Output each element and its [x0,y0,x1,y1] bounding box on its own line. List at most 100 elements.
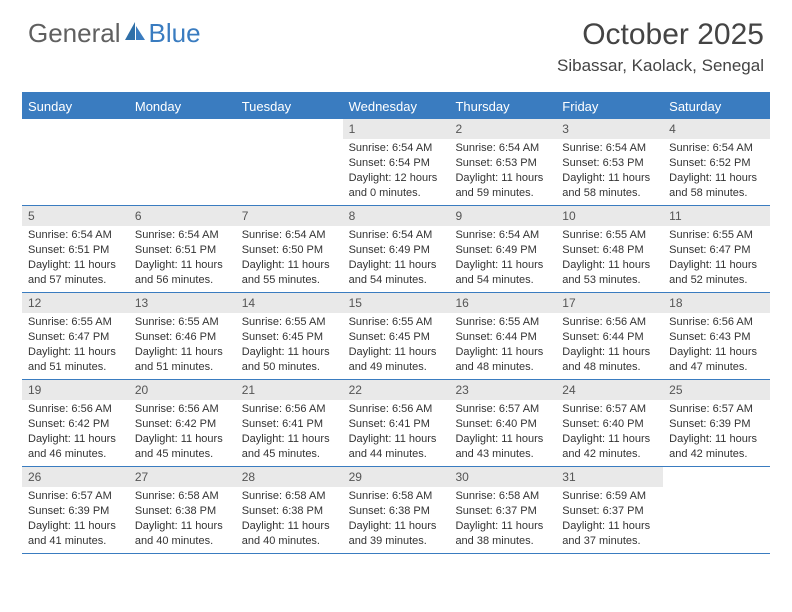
daylight-line-1: Daylight: 11 hours [28,432,123,447]
daylight-line-1: Daylight: 11 hours [28,345,123,360]
daylight-line-2: and 39 minutes. [349,534,444,549]
day-cell: 5Sunrise: 6:54 AMSunset: 6:51 PMDaylight… [22,206,129,292]
sunset-line: Sunset: 6:42 PM [28,417,123,432]
sunset-line: Sunset: 6:45 PM [242,330,337,345]
daylight-line-1: Daylight: 11 hours [135,345,230,360]
week-row: 1Sunrise: 6:54 AMSunset: 6:54 PMDaylight… [22,119,770,206]
sunrise-line: Sunrise: 6:58 AM [349,489,444,504]
day-body: Sunrise: 6:54 AMSunset: 6:49 PMDaylight:… [343,226,450,291]
sunset-line: Sunset: 6:50 PM [242,243,337,258]
day-cell: 7Sunrise: 6:54 AMSunset: 6:50 PMDaylight… [236,206,343,292]
daylight-line-1: Daylight: 11 hours [455,258,550,273]
sunset-line: Sunset: 6:51 PM [28,243,123,258]
logo-sail-icon [123,20,147,42]
day-body: Sunrise: 6:55 AMSunset: 6:44 PMDaylight:… [449,313,556,378]
day-number: 7 [236,206,343,226]
daylight-line-1: Daylight: 11 hours [669,345,764,360]
sunrise-line: Sunrise: 6:56 AM [28,402,123,417]
daylight-line-2: and 42 minutes. [669,447,764,462]
day-body: Sunrise: 6:54 AMSunset: 6:53 PMDaylight:… [449,139,556,204]
sunrise-line: Sunrise: 6:55 AM [669,228,764,243]
sunset-line: Sunset: 6:43 PM [669,330,764,345]
daylight-line-2: and 58 minutes. [669,186,764,201]
header: General Blue October 2025 Sibassar, Kaol… [0,0,792,84]
sunset-line: Sunset: 6:42 PM [135,417,230,432]
day-body: Sunrise: 6:54 AMSunset: 6:52 PMDaylight:… [663,139,770,204]
day-number: 28 [236,467,343,487]
daylight-line-2: and 46 minutes. [28,447,123,462]
day-number: 30 [449,467,556,487]
day-cell: 10Sunrise: 6:55 AMSunset: 6:48 PMDayligh… [556,206,663,292]
day-number: 22 [343,380,450,400]
day-number: 27 [129,467,236,487]
sunrise-line: Sunrise: 6:56 AM [349,402,444,417]
day-cell: 31Sunrise: 6:59 AMSunset: 6:37 PMDayligh… [556,467,663,553]
week-row: 12Sunrise: 6:55 AMSunset: 6:47 PMDayligh… [22,293,770,380]
day-cell: 21Sunrise: 6:56 AMSunset: 6:41 PMDayligh… [236,380,343,466]
daylight-line-1: Daylight: 11 hours [349,519,444,534]
daylight-line-2: and 51 minutes. [28,360,123,375]
daylight-line-2: and 44 minutes. [349,447,444,462]
daylight-line-2: and 48 minutes. [562,360,657,375]
day-number: 13 [129,293,236,313]
weeks-container: 1Sunrise: 6:54 AMSunset: 6:54 PMDaylight… [22,119,770,554]
day-cell: 28Sunrise: 6:58 AMSunset: 6:38 PMDayligh… [236,467,343,553]
location-label: Sibassar, Kaolack, Senegal [557,56,764,76]
day-body: Sunrise: 6:55 AMSunset: 6:47 PMDaylight:… [663,226,770,291]
sunset-line: Sunset: 6:38 PM [135,504,230,519]
day-number: 3 [556,119,663,139]
logo-text-general: General [28,18,121,49]
sunset-line: Sunset: 6:54 PM [349,156,444,171]
day-cell: 13Sunrise: 6:55 AMSunset: 6:46 PMDayligh… [129,293,236,379]
sunrise-line: Sunrise: 6:58 AM [455,489,550,504]
daylight-line-1: Daylight: 11 hours [455,345,550,360]
sunset-line: Sunset: 6:41 PM [349,417,444,432]
sunset-line: Sunset: 6:53 PM [562,156,657,171]
day-number [129,119,236,139]
day-cell: 22 Sunrise: 6:56 AMSunset: 6:41 PMDayligh… [343,380,450,466]
sunrise-line: Sunrise: 6:55 AM [349,315,444,330]
sunrise-line: Sunrise: 6:58 AM [135,489,230,504]
day-number: 10 [556,206,663,226]
day-body: Sunrise: 6:54 AMSunset: 6:51 PMDaylight:… [22,226,129,291]
daylight-line-1: Daylight: 11 hours [349,432,444,447]
daylight-line-1: Daylight: 11 hours [349,258,444,273]
day-body: Sunrise: 6:58 AMSunset: 6:38 PMDaylight:… [129,487,236,552]
day-number: 19 [22,380,129,400]
day-body: Sunrise: 6:57 AMSunset: 6:40 PMDaylight:… [449,400,556,465]
day-number: 20 [129,380,236,400]
sunrise-line: Sunrise: 6:58 AM [242,489,337,504]
daylight-line-2: and 37 minutes. [562,534,657,549]
sunset-line: Sunset: 6:39 PM [669,417,764,432]
day-body: Sunrise: 6:56 AMSunset: 6:41 PMDaylight:… [236,400,343,465]
daylight-line-2: and 42 minutes. [562,447,657,462]
sunrise-line: Sunrise: 6:54 AM [242,228,337,243]
day-cell [663,467,770,553]
day-body: Sunrise: 6:55 AMSunset: 6:45 PMDaylight:… [236,313,343,378]
daylight-line-1: Daylight: 11 hours [242,432,337,447]
day-number: 21 [236,380,343,400]
day-cell: 9Sunrise: 6:54 AMSunset: 6:49 PMDaylight… [449,206,556,292]
daylight-line-2: and 40 minutes. [242,534,337,549]
sunrise-line: Sunrise: 6:59 AM [562,489,657,504]
day-number: 12 [22,293,129,313]
sunset-line: Sunset: 6:49 PM [349,243,444,258]
logo-text-blue: Blue [149,18,201,49]
daylight-line-2: and 0 minutes. [349,186,444,201]
day-body: Sunrise: 6:54 AMSunset: 6:50 PMDaylight:… [236,226,343,291]
week-row: 26Sunrise: 6:57 AMSunset: 6:39 PMDayligh… [22,467,770,554]
day-cell: 23Sunrise: 6:57 AMSunset: 6:40 PMDayligh… [449,380,556,466]
sunrise-line: Sunrise: 6:56 AM [242,402,337,417]
daylight-line-1: Daylight: 11 hours [242,258,337,273]
day-body: Sunrise: 6:57 AMSunset: 6:39 PMDaylight:… [663,400,770,465]
day-cell: 27Sunrise: 6:58 AMSunset: 6:38 PMDayligh… [129,467,236,553]
day-number: 8 [343,206,450,226]
day-body: Sunrise: 6:59 AMSunset: 6:37 PMDaylight:… [556,487,663,552]
daylight-line-1: Daylight: 11 hours [135,432,230,447]
day-number [22,119,129,139]
sunset-line: Sunset: 6:46 PM [135,330,230,345]
daylight-line-2: and 52 minutes. [669,273,764,288]
sunset-line: Sunset: 6:45 PM [349,330,444,345]
sunrise-line: Sunrise: 6:57 AM [455,402,550,417]
daylight-line-2: and 57 minutes. [28,273,123,288]
